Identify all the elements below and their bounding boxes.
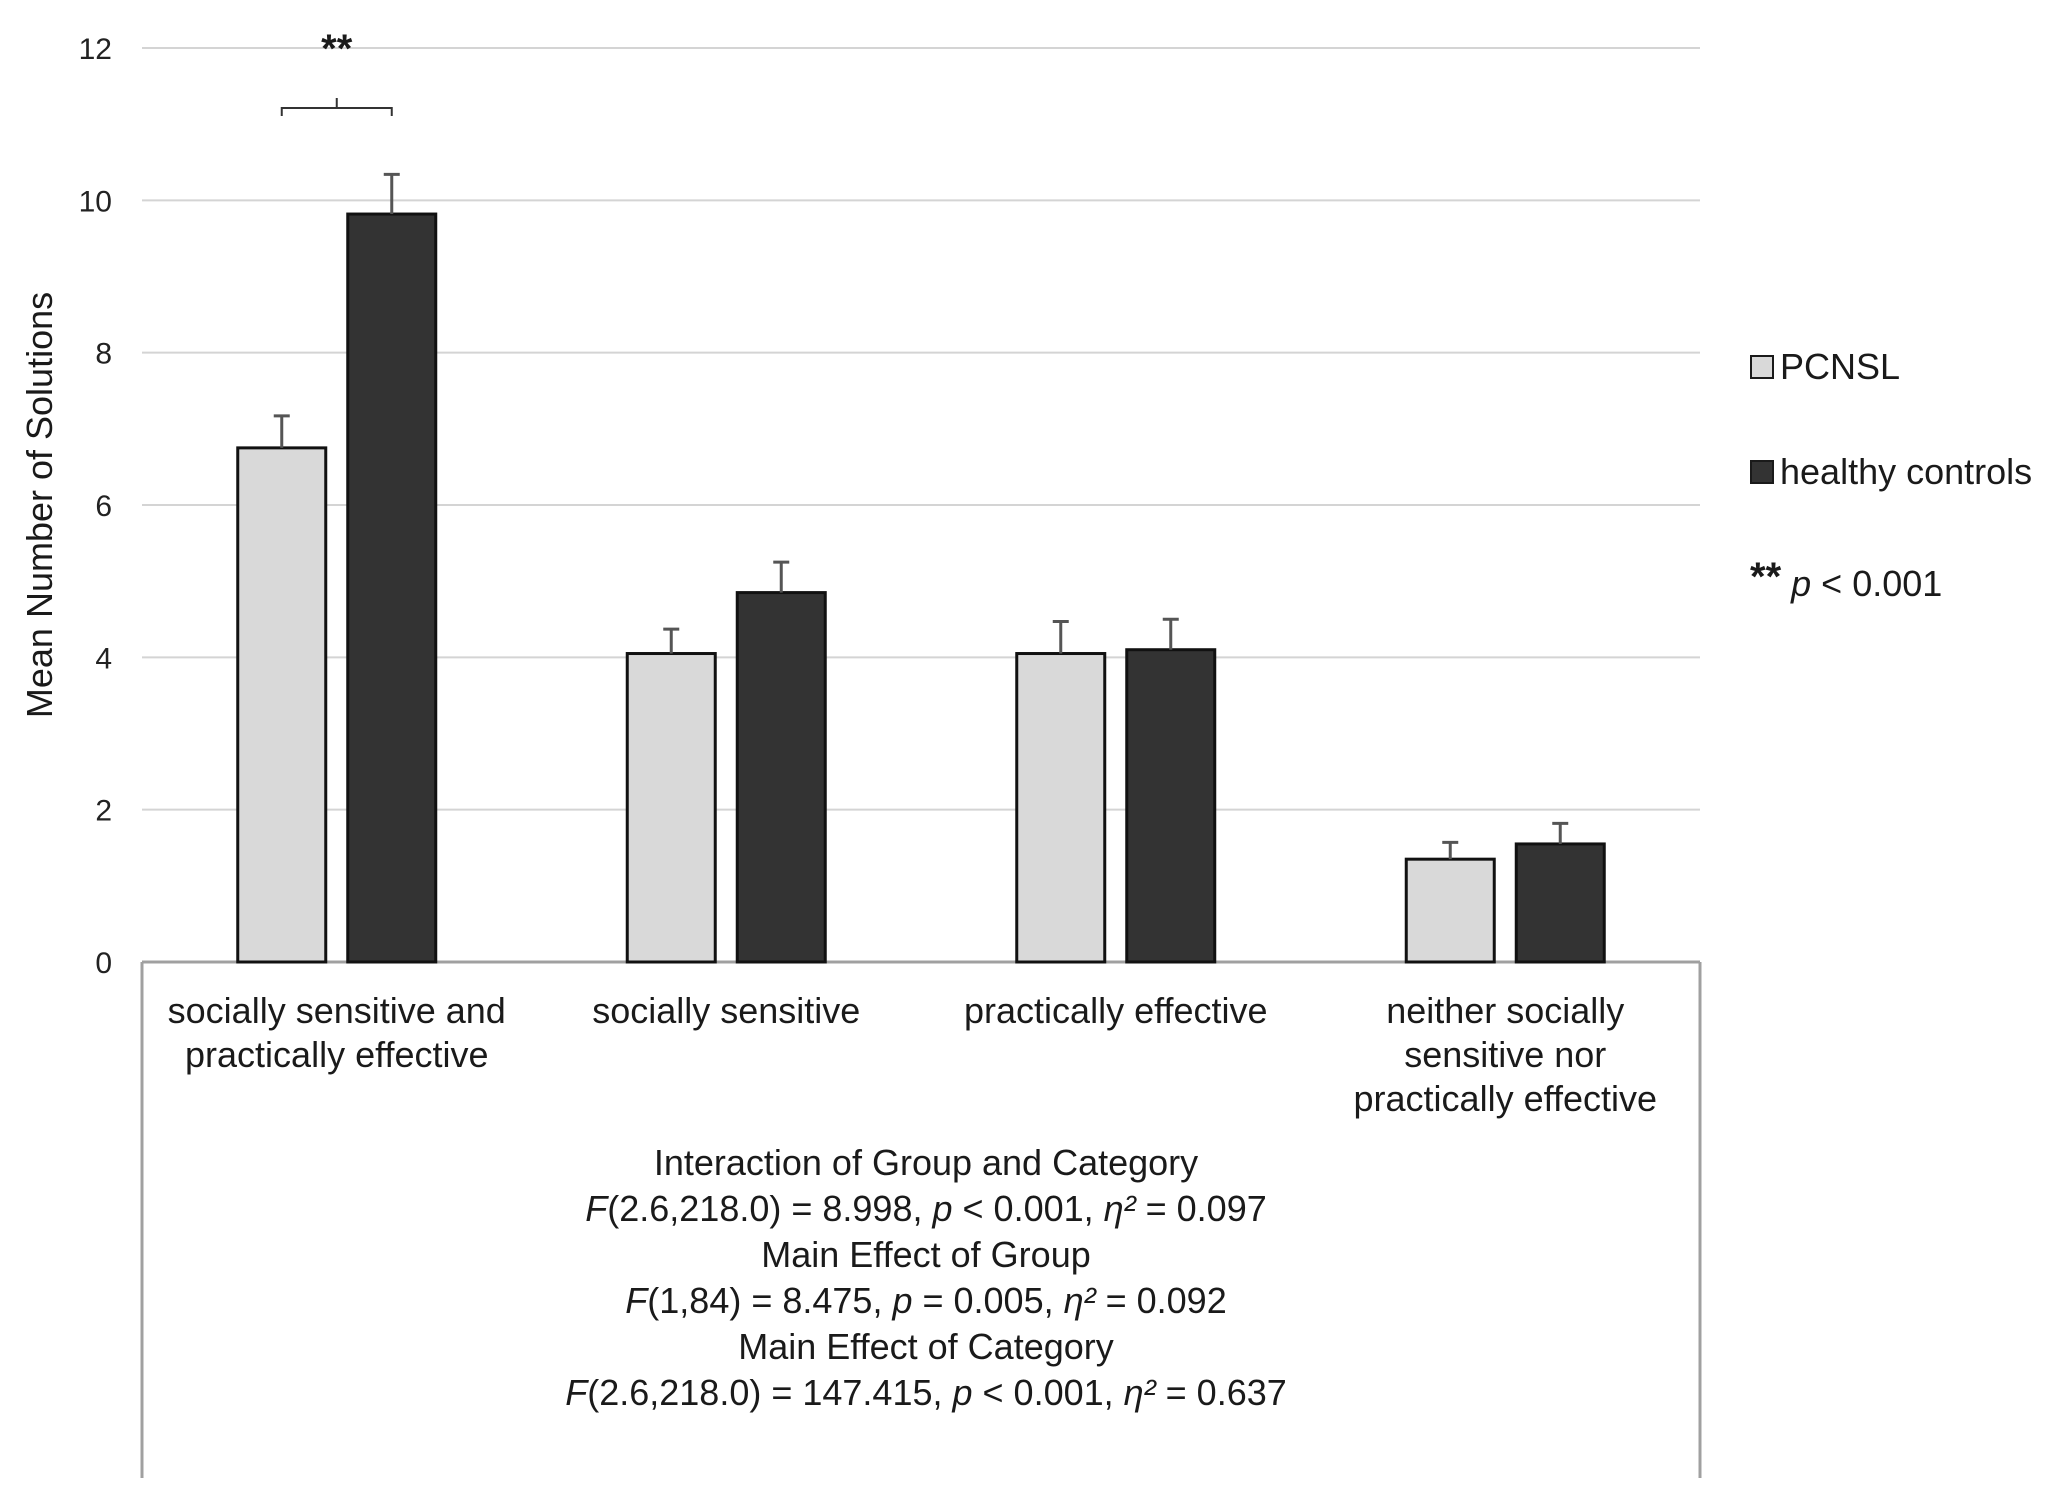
stat-text: = 0.005, xyxy=(912,1280,1063,1321)
stat-text: (2.6,218.0) = 147.415, xyxy=(587,1372,952,1413)
bar-pcnsl xyxy=(236,446,328,964)
stat-symbol: F xyxy=(565,1372,589,1413)
bar-pcnsl xyxy=(625,652,717,964)
bar-healthy-controls xyxy=(1514,842,1606,964)
bar-healthy-controls xyxy=(1125,648,1217,964)
stat-text: < 0.001, xyxy=(973,1372,1124,1413)
significance-legend-text: < 0.001 xyxy=(1811,563,1943,604)
category-label: neither socially xyxy=(1386,990,1624,1031)
stat-text: (1,84) = 8.475, xyxy=(647,1280,892,1321)
stat-symbol: η² xyxy=(1124,1372,1158,1413)
stat-values: F(2.6,218.0) = 8.998, p < 0.001, η² = 0.… xyxy=(585,1188,1267,1229)
y-tick-label: 10 xyxy=(79,185,112,218)
stat-text: (2.6,218.0) = 8.998, xyxy=(607,1188,932,1229)
y-tick-label: 8 xyxy=(95,338,112,371)
legend-item-pcnsl: PCNSL xyxy=(1750,346,1900,388)
y-tick-label: 12 xyxy=(79,33,112,66)
stat-values: F(2.6,218.0) = 147.415, p < 0.001, η² = … xyxy=(565,1372,1287,1413)
y-tick-label: 6 xyxy=(95,490,112,523)
bar-pcnsl xyxy=(1015,652,1107,964)
stat-text: = 0.097 xyxy=(1136,1188,1267,1229)
stat-text: < 0.001, xyxy=(953,1188,1104,1229)
y-tick-label: 4 xyxy=(95,642,112,675)
stat-symbol: p xyxy=(952,1372,973,1413)
bar-healthy-controls xyxy=(735,591,827,964)
stat-heading: Main Effect of Group xyxy=(761,1234,1091,1275)
stat-symbol: p xyxy=(891,1280,912,1321)
category-label: practically effective xyxy=(185,1034,488,1075)
stat-symbol: p xyxy=(931,1188,952,1229)
category-label: practically effective xyxy=(964,990,1267,1031)
legend-item-healthy-controls: healthy controls xyxy=(1750,451,2032,493)
significance-bracket xyxy=(280,98,393,116)
category-label: sensitive nor xyxy=(1404,1034,1606,1075)
stat-values: F(1,84) = 8.475, p = 0.005, η² = 0.092 xyxy=(625,1280,1226,1321)
significance-legend-p: p xyxy=(1791,563,1812,604)
y-tick-label: 2 xyxy=(95,795,112,828)
stat-symbol: F xyxy=(585,1188,609,1229)
stat-heading: Interaction of Group and Category xyxy=(654,1142,1198,1183)
stat-symbol: F xyxy=(625,1280,649,1321)
y-tick-label: 0 xyxy=(95,947,112,980)
y-axis-label: Mean Number of Solutions xyxy=(19,292,60,718)
stat-text: = 0.637 xyxy=(1156,1372,1287,1413)
legend-swatch-healthy-controls xyxy=(1750,460,1774,484)
legend-swatch-pcnsl xyxy=(1750,355,1774,379)
category-label: socially sensitive xyxy=(592,990,860,1031)
stat-symbol: η² xyxy=(1064,1280,1098,1321)
stat-heading: Main Effect of Category xyxy=(738,1326,1114,1367)
category-label: practically effective xyxy=(1354,1078,1657,1119)
legend-label-pcnsl: PCNSL xyxy=(1780,346,1901,387)
bar-pcnsl xyxy=(1404,857,1496,964)
stat-symbol: η² xyxy=(1104,1188,1138,1229)
significance-legend: ** p < 0.001 xyxy=(1750,555,1942,605)
bar-healthy-controls xyxy=(346,212,438,964)
legend-label-healthy-controls: healthy controls xyxy=(1780,451,2033,492)
category-label: socially sensitive and xyxy=(168,990,506,1031)
significance-legend-stars: ** xyxy=(1750,555,1782,599)
stat-text: = 0.092 xyxy=(1096,1280,1227,1321)
significance-stars: ** xyxy=(321,27,353,71)
